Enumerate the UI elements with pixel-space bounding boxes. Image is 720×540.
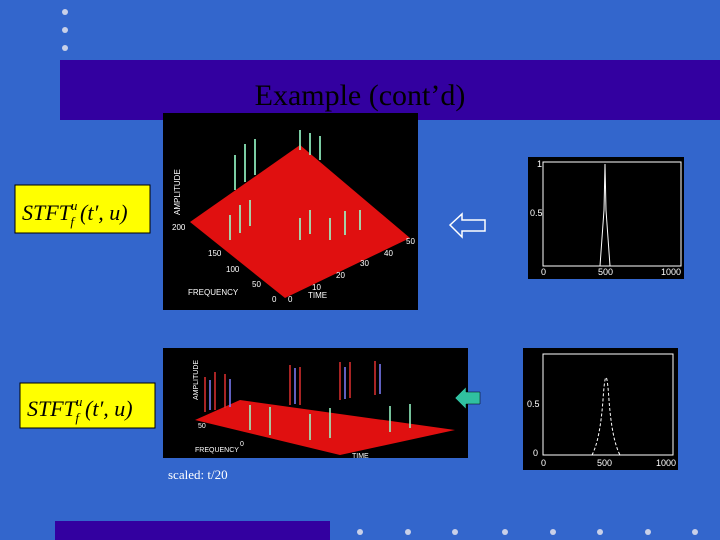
formula-args: (t′, u) bbox=[85, 396, 133, 421]
tick-label: 10 bbox=[312, 283, 321, 292]
tick-label: 200 bbox=[172, 223, 186, 232]
tick-label: 0.5 bbox=[527, 399, 540, 409]
axis-label: FREQUENCY bbox=[195, 447, 239, 454]
tick-label: 1000 bbox=[656, 458, 676, 468]
formula-sup: u bbox=[71, 198, 78, 213]
formula-box bbox=[14, 184, 151, 234]
tick-label: 0 bbox=[272, 295, 277, 304]
dot bbox=[62, 9, 68, 15]
axis-label: TIME bbox=[352, 453, 369, 460]
footer-dots bbox=[357, 529, 698, 535]
formula-base: STFT bbox=[22, 200, 73, 225]
plot-3d: AMPLITUDE FREQUENCY TIME 200 150 100 50 … bbox=[163, 113, 418, 310]
axis-label: AMPLITUDE bbox=[193, 360, 200, 400]
tick-label: 0 bbox=[288, 295, 293, 304]
tick-label: 1000 bbox=[661, 267, 681, 277]
formula-base: STFT bbox=[27, 396, 78, 421]
tick-label: 150 bbox=[208, 249, 222, 258]
tick-label: 500 bbox=[598, 267, 613, 277]
axis-label: FREQUENCY bbox=[188, 288, 239, 297]
title: Example (cont’d) bbox=[255, 79, 466, 112]
formula-args: (t′, u) bbox=[80, 200, 128, 225]
caption: scaled: t/20 bbox=[168, 467, 228, 482]
dot bbox=[62, 45, 68, 51]
tick-label: 50 bbox=[406, 237, 415, 246]
tick-label: 100 bbox=[226, 265, 240, 274]
dot bbox=[62, 27, 68, 33]
tick-label: 500 bbox=[597, 458, 612, 468]
formula-sup: u bbox=[76, 394, 83, 409]
formula-box bbox=[19, 382, 156, 429]
formula-sub: f bbox=[75, 410, 81, 425]
tick-label: 0.5 bbox=[530, 208, 543, 218]
tick-label: 1 bbox=[537, 159, 542, 169]
formula: STFTu f (t′, u) bbox=[22, 198, 128, 229]
formula: STFTu f (t′, u) bbox=[27, 394, 133, 425]
plot-2d: 1 0.5 0 500 1000 bbox=[528, 157, 684, 279]
plot-3d: AMPLITUDE FREQUENCY TIME 50 0 bbox=[163, 348, 468, 460]
tick-label: 50 bbox=[198, 423, 206, 430]
plot-2d: 0.5 0 0 500 1000 bbox=[523, 348, 678, 470]
tick-label: 50 bbox=[252, 280, 261, 289]
title-bar bbox=[60, 60, 720, 120]
formula-sub: f bbox=[70, 214, 76, 229]
axis-label: TIME bbox=[308, 291, 327, 300]
arrow bbox=[448, 212, 486, 239]
arrow bbox=[454, 386, 481, 410]
tick-label: 40 bbox=[384, 249, 393, 258]
footer-bar bbox=[55, 521, 330, 540]
tick-label: 0 bbox=[541, 267, 546, 277]
tick-label: 30 bbox=[360, 259, 369, 268]
axis-label: AMPLITUDE bbox=[173, 169, 182, 215]
bullets bbox=[62, 9, 68, 51]
tick-label: 0 bbox=[240, 441, 244, 448]
tick-label: 20 bbox=[336, 271, 345, 280]
tick-label: 0 bbox=[533, 448, 538, 458]
tick-label: 0 bbox=[541, 458, 546, 468]
